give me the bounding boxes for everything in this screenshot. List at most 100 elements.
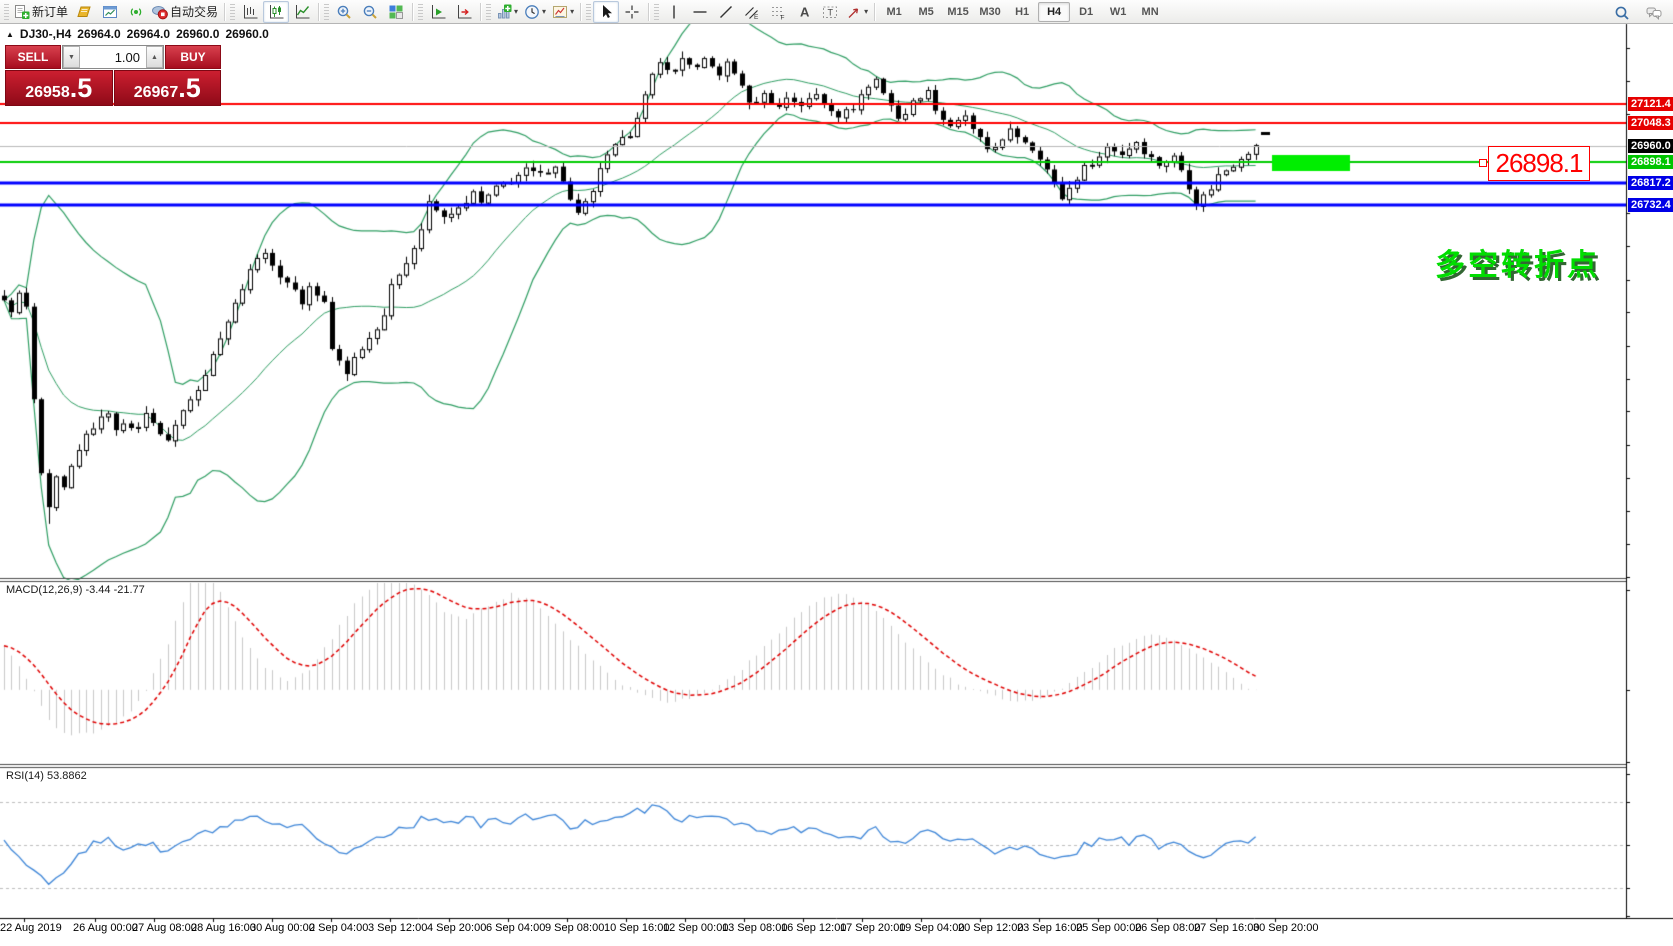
templates-button[interactable]: ▾	[549, 1, 577, 23]
line-chart-button[interactable]	[289, 1, 315, 23]
templates-dropdown-caret[interactable]: ▾	[570, 6, 575, 16]
arrows-icon	[848, 7, 859, 18]
zoom-in-icon	[337, 5, 351, 19]
timeframe-m15-button[interactable]: M15	[947, 5, 969, 18]
periods-button[interactable]: ▾	[521, 1, 549, 23]
timeframe-d1-button[interactable]: D1	[1079, 5, 1094, 18]
callout-anchor-marker	[1479, 159, 1487, 167]
time-axis-label: 23 Sep 16:00	[1017, 922, 1083, 934]
macd-indicator-label: MACD(12,26,9) -3.44 -21.77	[6, 584, 145, 596]
time-axis-label: 30 Aug 00:00	[250, 922, 315, 934]
equidistant-channel-button[interactable]: E	[739, 1, 765, 23]
horizontal-line-icon	[693, 10, 707, 13]
signals-button[interactable]	[123, 1, 149, 23]
market-watch-icon	[77, 6, 91, 17]
timeframe-h1-button[interactable]: H1	[1015, 5, 1030, 18]
signals-icon	[130, 7, 142, 16]
chart-shift-button[interactable]	[451, 1, 477, 23]
trend-line-button[interactable]	[713, 1, 739, 23]
ohlc-open: 26964.0	[77, 27, 121, 41]
time-axis-label: 19 Sep 04:00	[899, 922, 965, 934]
volume-decrease-button[interactable]: ▼	[63, 46, 80, 68]
toolbar-group-grip[interactable]	[324, 3, 330, 20]
toolbar-separator	[224, 2, 226, 21]
volume-stepper: ▼ 1.00 ▲	[62, 45, 164, 69]
indicators-button[interactable]: ▾	[493, 1, 521, 23]
fibonacci-icon: F	[772, 6, 785, 20]
candlestick-chart-button[interactable]	[263, 0, 290, 23]
new-order-button[interactable]: 新订单	[11, 1, 71, 23]
toolbar-separator	[580, 2, 582, 21]
volume-input[interactable]: 1.00	[114, 49, 140, 65]
arrows-button[interactable]: ▾	[843, 1, 871, 23]
fibonacci-button[interactable]: F	[765, 1, 791, 23]
trend-line-icon	[720, 5, 733, 18]
time-axis-label: 3 Sep 12:00	[368, 922, 428, 934]
buy-price[interactable]: 26967 .5	[113, 70, 221, 106]
text-label-button[interactable]: T	[817, 1, 843, 23]
timeframe-h4-button[interactable]: H4	[1038, 1, 1071, 22]
price-line-tag-26732.4: 26732.4	[1628, 198, 1673, 213]
toolbar-group-grip[interactable]	[230, 3, 236, 20]
price-line-tag-27121.4: 27121.4	[1628, 97, 1673, 112]
timeframe-w1-button[interactable]: W1	[1109, 5, 1127, 18]
timeframe-m5-button[interactable]: M5	[918, 5, 934, 18]
new-order-label: 新订单	[32, 5, 69, 19]
price-line-tag-27048.3: 27048.3	[1628, 116, 1673, 131]
sell-button[interactable]: SELL	[5, 45, 61, 69]
toolbar-group-grip[interactable]	[418, 3, 424, 20]
ohlc-high: 26964.0	[126, 27, 171, 41]
arrows-dropdown-caret[interactable]: ▾	[864, 6, 869, 16]
time-axis-label: 2 Sep 04:00	[309, 922, 369, 934]
time-axis-label: 9 Sep 08:00	[545, 922, 605, 934]
time-axis-label: 20 Sep 12:00	[958, 922, 1024, 934]
cursor-button[interactable]	[593, 0, 620, 23]
autotrading-button[interactable]: 自动交易	[149, 1, 221, 23]
text-icon: A	[800, 4, 810, 19]
market-watch-button[interactable]	[71, 1, 97, 23]
zoom-out-button[interactable]	[357, 1, 383, 23]
zoom-out-icon	[363, 5, 377, 19]
time-axis-label: 28 Aug 16:00	[191, 922, 256, 934]
horizontal-line-button[interactable]	[687, 1, 713, 23]
collapse-panel-icon[interactable]: ▲	[6, 29, 14, 39]
periods-dropdown-caret[interactable]: ▾	[542, 6, 547, 16]
auto-scroll-button[interactable]	[425, 1, 451, 23]
time-axis-label: 22 Aug 2019	[0, 922, 62, 934]
timeframe-mn-button[interactable]: MN	[1141, 5, 1159, 18]
toolbar-group-grip[interactable]	[654, 3, 660, 20]
toolbar-group-grip[interactable]	[586, 3, 592, 20]
chart-shift-icon	[458, 4, 472, 18]
indicators-dropdown-caret[interactable]: ▾	[514, 6, 519, 16]
tile-windows-button[interactable]	[383, 1, 409, 23]
svg-text:T: T	[828, 7, 834, 17]
text-button[interactable]: A	[791, 1, 817, 23]
bull-bear-turning-point-annotation[interactable]: 多空转折点	[1435, 249, 1600, 282]
crosshair-icon	[625, 5, 639, 18]
search-button[interactable]	[1609, 2, 1635, 24]
price-line-tag-26817.2: 26817.2	[1628, 176, 1673, 191]
toolbar-separator	[648, 2, 650, 21]
chat-button[interactable]	[1641, 2, 1667, 24]
zoom-in-button[interactable]	[331, 1, 357, 23]
sell-price[interactable]: 26958 .5	[5, 70, 113, 106]
timeframe-m1-button[interactable]: M1	[886, 5, 902, 18]
toolbar-group-grip[interactable]	[4, 3, 9, 20]
vertical-line-button[interactable]	[661, 1, 687, 23]
one-click-trading-panel: SELL ▼ 1.00 ▲ BUY 26958 .5 26967 .5	[5, 45, 221, 106]
toolbar-group-grip[interactable]	[486, 3, 492, 20]
timeframe-m30-button[interactable]: M30	[979, 5, 1001, 18]
chart-window-icon	[103, 5, 118, 18]
bar-chart-icon	[244, 4, 258, 18]
chart-window-button[interactable]	[97, 1, 123, 23]
time-axis-label: 30 Sep 20:00	[1253, 922, 1319, 934]
time-axis-label: 27 Aug 08:00	[132, 922, 197, 934]
crosshair-button[interactable]	[619, 1, 645, 23]
volume-increase-button[interactable]: ▲	[146, 46, 163, 68]
time-axis-label: 25 Sep 00:00	[1076, 922, 1142, 934]
price-callout-26898[interactable]: 26898.1	[1488, 146, 1590, 181]
bar-chart-button[interactable]	[237, 1, 263, 23]
buy-button[interactable]: BUY	[165, 45, 221, 69]
symbol-ohlc-header: ▲ DJ30-,H4 26964.0 26964.0 26960.0 26960…	[6, 27, 269, 41]
